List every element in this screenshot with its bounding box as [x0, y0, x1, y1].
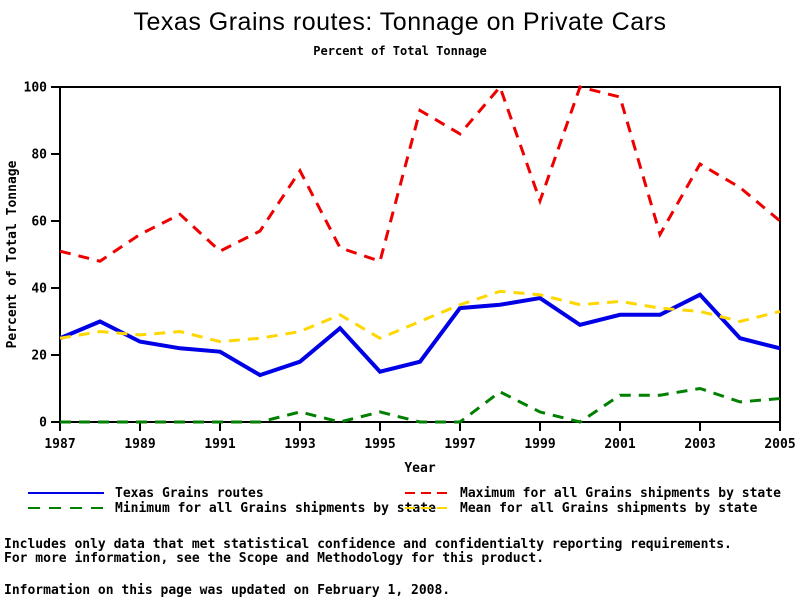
x-tick-label: 1993 — [284, 437, 315, 452]
legend-label: Texas Grains routes — [115, 485, 264, 501]
x-tick-label: 1991 — [204, 437, 235, 452]
legend-swatch-dashed-line — [405, 492, 449, 494]
y-tick-label: 20 — [31, 349, 47, 364]
series-line-minimum-for-all-grains-shipments-by-state — [60, 386, 781, 424]
legend-swatch-dashed-line — [28, 507, 104, 509]
x-tick-label: 1987 — [44, 437, 75, 452]
series-line-mean-for-all-grains-shipments-by-state — [59, 289, 781, 344]
y-tick-label: 80 — [31, 148, 47, 163]
legend-label: Minimum for all Grains shipments by stat… — [115, 500, 436, 516]
plot-border — [59, 86, 781, 423]
y-tick-label: 100 — [24, 81, 48, 96]
legend-swatch-solid-line — [28, 492, 104, 494]
legend-swatch-dashed-line — [405, 507, 449, 509]
legend-item-texas-grains-routes: Texas Grains routes — [28, 485, 264, 501]
legend-item-mean: Mean for all Grains shipments by state — [405, 500, 758, 516]
series-line-maximum-for-all-grains-shipments-by-state — [59, 84, 781, 264]
x-tick-label: 2001 — [604, 437, 635, 452]
x-tick-label: 1997 — [444, 437, 475, 452]
series-line-texas-grains-routes — [59, 292, 781, 378]
y-tick-label: 40 — [31, 282, 47, 297]
x-tick-label: 2005 — [764, 437, 795, 452]
legend-label: Maximum for all Grains shipments by stat… — [460, 485, 781, 501]
y-axis-label: Percent of Total Tonnage — [5, 160, 20, 348]
tonnage-line-chart: 0 20 40 60 80 100 1987 1989 1991 1993 1995 1997 1999… — [5, 81, 796, 477]
legend-item-minimum: Minimum for all Grains shipments by stat… — [28, 500, 436, 516]
footnote-confidence: Includes only data that met statistical … — [4, 537, 732, 552]
x-tick-label: 1999 — [524, 437, 555, 452]
y-tick-label: 60 — [31, 215, 47, 230]
legend-label: Mean for all Grains shipments by state — [460, 500, 758, 516]
x-tick-label: 1989 — [124, 437, 155, 452]
page-title: Texas Grains routes: Tonnage on Private … — [133, 8, 667, 36]
y-tick-label: 0 — [39, 416, 47, 431]
footnote-scope-methodology: For more information, see the Scope and … — [4, 551, 545, 566]
x-tick-label: 2003 — [684, 437, 715, 452]
x-axis-label: Year — [404, 461, 435, 476]
chart-subtitle: Percent of Total Tonnage — [313, 44, 487, 58]
x-tick-label: 1995 — [364, 437, 395, 452]
page-updated-note: Information on this page was updated on … — [4, 583, 451, 598]
legend-item-maximum: Maximum for all Grains shipments by stat… — [405, 485, 781, 501]
